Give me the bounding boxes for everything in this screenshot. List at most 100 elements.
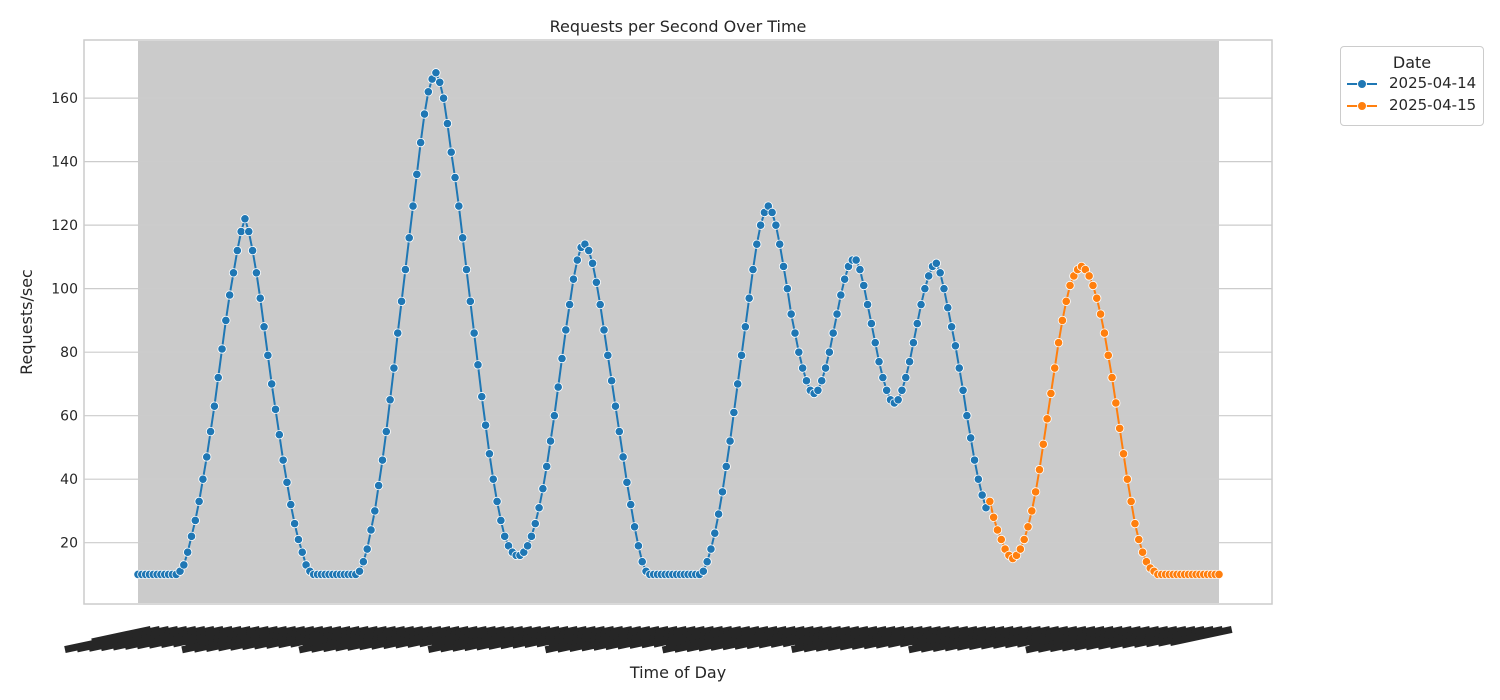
- data-point: [916, 299, 926, 310]
- data-point: [290, 519, 300, 529]
- data-point: [859, 280, 869, 291]
- data-point: [190, 515, 200, 526]
- data-point: [786, 309, 796, 319]
- data-point: [744, 293, 754, 303]
- data-point: [947, 322, 957, 332]
- data-point: [996, 534, 1006, 545]
- data-point: [820, 363, 831, 373]
- data-point: [714, 509, 724, 519]
- legend-title: Date: [1392, 53, 1432, 72]
- data-point: [500, 531, 510, 541]
- y-tick-label: 140: [51, 155, 78, 171]
- data-point: [496, 515, 506, 526]
- data-point: [782, 284, 792, 294]
- data-point: [297, 547, 307, 557]
- data-point: [469, 328, 479, 338]
- data-point: [710, 528, 720, 538]
- data-point: [1084, 271, 1094, 281]
- data-point: [702, 557, 712, 567]
- data-point: [465, 296, 475, 306]
- data-point: [840, 274, 850, 284]
- data-point: [618, 452, 628, 462]
- data-point: [904, 357, 915, 367]
- data-point: [736, 350, 747, 360]
- data-point: [721, 461, 731, 472]
- data-point: [217, 344, 227, 354]
- data-point: [622, 477, 632, 487]
- data-point: [599, 325, 609, 335]
- legend-dot-marker: [1357, 79, 1367, 89]
- data-point: [400, 265, 410, 275]
- data-point: [247, 245, 258, 256]
- data-point: [725, 436, 735, 446]
- data-point: [236, 226, 246, 237]
- data-point: [706, 544, 716, 554]
- data-point: [293, 534, 304, 545]
- data-point: [259, 322, 269, 332]
- data-point: [950, 341, 961, 351]
- data-point: [824, 347, 834, 357]
- data-point: [1050, 363, 1060, 373]
- data-point: [1122, 474, 1132, 484]
- data-point: [626, 499, 636, 510]
- data-point: [939, 284, 949, 294]
- data-point: [733, 379, 743, 389]
- data-point: [828, 328, 838, 338]
- legend: Date 2025-04-14 2025-04-15: [1340, 46, 1484, 126]
- data-point: [908, 338, 919, 348]
- data-point: [362, 544, 372, 554]
- data-point: [450, 172, 460, 183]
- y-tick-label: 40: [60, 472, 78, 488]
- y-tick-label: 100: [51, 282, 78, 298]
- chart-title: Requests per Second Over Time: [550, 17, 807, 36]
- data-point: [1214, 569, 1224, 580]
- y-tick-labels: 20 40 60 80 100 120 140 160: [51, 91, 78, 552]
- y-tick-label: 160: [51, 91, 78, 107]
- data-point: [836, 290, 846, 300]
- data-point: [549, 411, 559, 421]
- data-point: [458, 233, 468, 243]
- data-point: [931, 258, 941, 268]
- y-tick-label: 60: [60, 409, 78, 425]
- data-point: [542, 461, 552, 472]
- data-point: [553, 382, 563, 392]
- data-point: [1107, 372, 1117, 383]
- data-point: [977, 490, 987, 500]
- data-point: [637, 557, 647, 567]
- data-point: [282, 477, 292, 487]
- data-point: [878, 372, 888, 383]
- data-point: [855, 265, 865, 275]
- data-point: [958, 385, 968, 395]
- data-point: [775, 239, 785, 249]
- data-point: [935, 268, 945, 278]
- data-point: [408, 201, 418, 211]
- data-point: [866, 318, 877, 329]
- data-point: [446, 147, 456, 157]
- data-point: [389, 363, 399, 373]
- x-tick-label: [1169, 626, 1233, 646]
- data-point: [244, 226, 254, 237]
- data-point: [790, 328, 800, 338]
- data-point: [1019, 534, 1029, 545]
- data-point: [587, 258, 598, 268]
- data-point: [270, 404, 281, 414]
- data-point: [954, 363, 964, 373]
- data-point: [595, 299, 605, 310]
- data-point: [477, 392, 487, 402]
- data-point: [370, 506, 380, 516]
- data-point: [557, 353, 567, 364]
- data-point: [607, 376, 617, 386]
- data-point: [813, 385, 823, 395]
- data-point: [862, 299, 873, 310]
- data-point: [274, 430, 284, 440]
- data-point: [1053, 338, 1064, 348]
- data-point: [374, 480, 384, 491]
- data-point: [1130, 519, 1140, 529]
- data-point: [538, 484, 548, 494]
- data-point: [530, 519, 540, 529]
- data-point: [385, 395, 395, 405]
- data-point: [240, 214, 250, 224]
- gridlines: [84, 97, 1272, 544]
- data-point: [366, 525, 376, 535]
